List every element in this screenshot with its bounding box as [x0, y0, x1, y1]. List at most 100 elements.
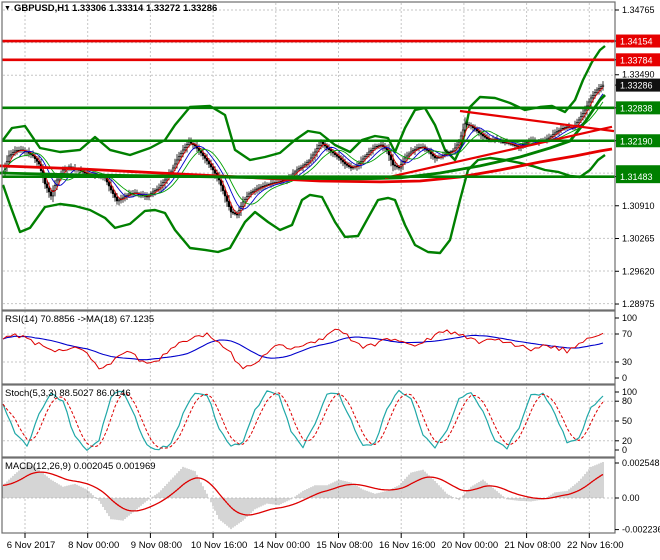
- candle-body: [245, 196, 249, 200]
- stoch-k-line: [2, 389, 604, 451]
- candle-body: [179, 152, 183, 157]
- time-label: 14 Nov 00:00: [254, 540, 311, 551]
- candle-body: [261, 185, 265, 188]
- candle-body: [349, 166, 353, 169]
- candle-body: [307, 160, 311, 163]
- candle-body: [113, 193, 117, 198]
- candle-body: [155, 188, 159, 191]
- price-panel-border: [1, 1, 616, 311]
- candle-body: [593, 92, 597, 96]
- candle-body: [175, 159, 179, 165]
- candle-body: [371, 148, 375, 151]
- candle-body: [407, 153, 411, 157]
- candle-body: [465, 123, 469, 125]
- candle-body: [397, 166, 401, 169]
- time-label: 15 Nov 08:00: [316, 540, 373, 551]
- candle-body: [363, 156, 367, 160]
- pennant-support-trendline[interactable]: [384, 125, 613, 180]
- candle-body: [577, 119, 581, 123]
- candle-body: [561, 128, 565, 130]
- candle-body: [329, 149, 333, 152]
- stoch-axis-label: 100: [622, 387, 637, 397]
- time-label: 16 Nov 16:00: [379, 540, 436, 551]
- candle-body: [433, 155, 437, 159]
- macd-histogram: [2, 461, 604, 530]
- rsi-axis-label: 70: [622, 329, 632, 339]
- candle-body: [43, 176, 47, 185]
- candle-body: [227, 200, 231, 207]
- candle-body: [111, 189, 115, 194]
- candle-body: [525, 141, 529, 144]
- candle-body: [253, 189, 257, 192]
- candle-body: [315, 148, 319, 153]
- support-badge-label: 1.32190: [620, 136, 653, 146]
- candle-body: [313, 151, 317, 156]
- candle-body: [207, 160, 211, 165]
- candle-body: [235, 213, 239, 216]
- candle-body: [361, 158, 365, 162]
- price-label: 1.28975: [622, 299, 655, 309]
- candle-body: [591, 94, 595, 99]
- candle-body: [319, 141, 323, 146]
- pennant-resistance-trendline[interactable]: [459, 109, 615, 133]
- candle-body: [563, 127, 567, 129]
- candle-body: [311, 154, 315, 159]
- candle-body: [173, 163, 177, 169]
- candle-body: [369, 150, 373, 153]
- resistance-badge-label: 1.34154: [620, 37, 653, 47]
- time-label: 10 Nov 16:00: [191, 540, 248, 551]
- candle-body: [37, 160, 41, 165]
- candle-body: [365, 153, 369, 157]
- candle-body: [317, 145, 321, 149]
- candle-body: [579, 116, 583, 121]
- candle-body: [221, 184, 225, 191]
- macd-signal-line: [2, 471, 604, 516]
- time-label: 21 Nov 08:00: [504, 540, 561, 551]
- candle-body: [161, 182, 165, 186]
- candle-body: [393, 164, 397, 167]
- support-badge: [616, 170, 660, 184]
- current-price-badge-label: 1.33286: [620, 81, 653, 91]
- candle-body: [595, 89, 599, 93]
- price-label: 1.30910: [622, 201, 655, 211]
- candle-body: [435, 157, 439, 159]
- candle-body: [455, 144, 459, 149]
- candle-body: [15, 150, 19, 152]
- candle-body: [109, 185, 113, 191]
- candle-body: [251, 190, 255, 193]
- candle-body: [295, 169, 299, 173]
- candle-body: [183, 146, 187, 151]
- candle-body: [335, 154, 339, 157]
- candle-body: [409, 151, 413, 155]
- candle-body: [337, 155, 341, 159]
- candle-body: [343, 161, 347, 165]
- long-term-ma-red: [0, 147, 613, 184]
- price-axis[interactable]: 1.34765 1.33490 1.30910 1.30265 1.29620 1.289…: [615, 5, 660, 535]
- time-axis[interactable]: 6 Nov 2017 8 Nov 00:00 9 Nov 08:00 10 Nov 1…: [7, 533, 624, 551]
- candle-body: [257, 187, 261, 190]
- candle-body: [225, 195, 229, 202]
- occluded-price-badge: [616, 165, 660, 173]
- candle-body: [483, 135, 487, 138]
- candle-body: [47, 187, 51, 193]
- candle-body: [415, 147, 419, 150]
- candle-body: [7, 155, 11, 162]
- candle-body: [233, 212, 237, 215]
- price-panel: [0, 39, 615, 255]
- time-label: 9 Nov 08:00: [131, 540, 182, 551]
- candle-body: [345, 163, 349, 166]
- bollinger-lower-band: [1, 154, 606, 255]
- candle-body: [411, 150, 415, 153]
- candle-body: [557, 129, 561, 132]
- rsi-axis-label: 30: [622, 357, 632, 367]
- macd-axis-label: 0.002548: [622, 458, 660, 468]
- candle-body: [587, 101, 591, 107]
- price-label: 1.30265: [622, 234, 655, 244]
- candle-body: [157, 187, 161, 190]
- candle-body: [429, 151, 433, 155]
- candle-body: [259, 186, 263, 189]
- candle-body: [481, 133, 485, 137]
- candle-body: [127, 193, 131, 196]
